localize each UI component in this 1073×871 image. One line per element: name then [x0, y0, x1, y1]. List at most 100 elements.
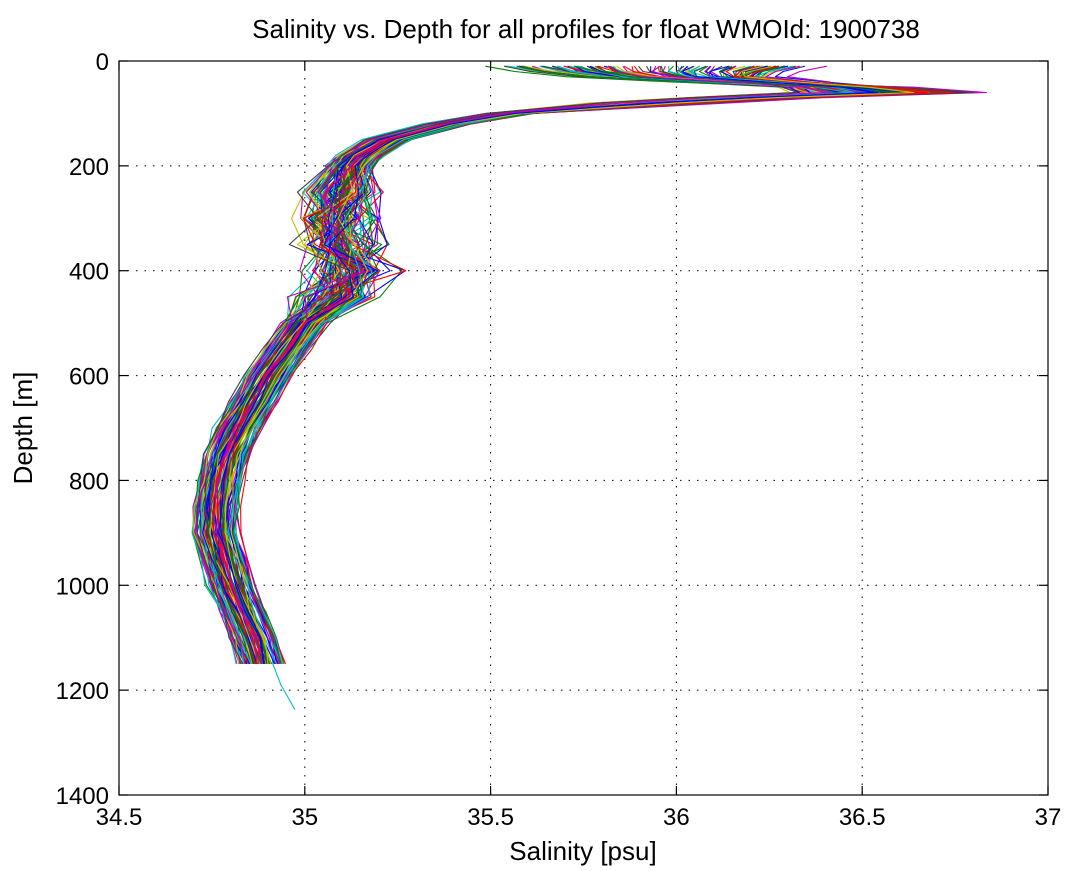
- profile-line: [220, 65, 820, 665]
- profile-line: [215, 65, 816, 665]
- profile-line: [231, 65, 840, 665]
- profile-line: [206, 65, 851, 665]
- profile-line: [212, 65, 889, 665]
- y-tick-label: 0: [96, 49, 109, 76]
- profile-line: [200, 65, 884, 664]
- profile-line: [212, 65, 906, 664]
- profile-line: [202, 65, 906, 665]
- profile-line: [213, 65, 811, 665]
- profile-line: [227, 65, 852, 665]
- profile-line: [216, 65, 951, 665]
- x-axis-tick-labels: 34.5 35 35.5 36 36.5 37: [96, 804, 1062, 831]
- profile-line: [233, 65, 859, 665]
- x-axis-label: Salinity [psu]: [509, 836, 656, 866]
- profile-line: [224, 65, 841, 665]
- profile-line: [230, 65, 826, 665]
- y-tick-label: 1400: [56, 783, 109, 810]
- profile-line: [216, 65, 871, 665]
- profile-line: [225, 65, 848, 665]
- profile-line: [233, 65, 907, 665]
- profile-line: [219, 65, 879, 664]
- profile-line: [210, 65, 826, 665]
- profile-line: [215, 65, 844, 665]
- profile-line: [207, 65, 860, 665]
- y-tick-label: 800: [69, 468, 109, 495]
- profile-line: [200, 65, 904, 665]
- profile-line: [204, 65, 843, 665]
- x-tick-label: 34.5: [96, 804, 143, 831]
- plot-frame: [118, 60, 1049, 796]
- profile-line: [232, 65, 888, 664]
- profile-line: [194, 65, 898, 664]
- y-axis-label: Depth [m]: [8, 372, 38, 485]
- profile-line: [229, 65, 920, 665]
- profile-line: [212, 65, 928, 664]
- profile-line: [210, 65, 938, 665]
- profile-line: [218, 65, 874, 664]
- profile-line: [234, 65, 860, 664]
- profile-line: [224, 65, 915, 664]
- profile-line: [219, 65, 932, 664]
- profile-line: [226, 65, 943, 665]
- x-tick-label: 35: [291, 804, 318, 831]
- profile-line: [223, 65, 861, 665]
- profile-line: [216, 65, 957, 665]
- profile-line: [209, 65, 969, 665]
- x-tick-label: 37: [1035, 804, 1062, 831]
- y-tick-label: 400: [69, 259, 109, 286]
- profile-line: [219, 65, 867, 664]
- profile-line: [220, 65, 913, 665]
- profile-line: [206, 65, 886, 665]
- grid-lines: [119, 61, 1048, 795]
- profile-line: [227, 65, 928, 664]
- profile-line: [200, 65, 913, 664]
- profile-line: [208, 65, 964, 665]
- profile-line: [205, 65, 922, 665]
- profile-line: [208, 65, 910, 665]
- profile-line: [221, 65, 867, 665]
- profile-line: [222, 65, 947, 665]
- profile-line: [221, 65, 944, 665]
- profile-line: [224, 66, 921, 665]
- profile-line: [221, 65, 896, 665]
- y-tick-label: 1200: [56, 678, 109, 705]
- profile-line: [222, 65, 864, 665]
- profile-line: [209, 65, 971, 664]
- profile-line: [219, 65, 875, 665]
- profile-line: [216, 65, 870, 665]
- profile-line: [233, 65, 890, 665]
- profile-line: [208, 65, 895, 665]
- profile-line: [196, 65, 799, 665]
- profile-line: [220, 66, 951, 665]
- y-tick-label: 600: [69, 364, 109, 391]
- profile-line: [231, 65, 852, 665]
- profile-line: [220, 65, 946, 665]
- profile-line: [217, 65, 873, 665]
- profile-line: [209, 65, 823, 665]
- profile-line: [203, 65, 918, 665]
- profile-line: [219, 66, 973, 665]
- x-tick-label: 36.5: [839, 804, 886, 831]
- y-axis-tick-labels: 0 200 400 600 800 1000 1200 1400: [56, 49, 109, 810]
- x-tick-label: 36: [663, 804, 690, 831]
- profile-line: [218, 65, 819, 665]
- profile-line: [230, 65, 845, 665]
- profile-line: [232, 65, 911, 665]
- profile-line: [224, 65, 896, 665]
- profile-line: [206, 65, 922, 665]
- profile-line: [218, 65, 881, 664]
- chart-title: Salinity vs. Depth for all profiles for …: [252, 14, 920, 44]
- profile-line: [211, 65, 871, 665]
- profile-line: [228, 65, 869, 710]
- profile-line: [211, 65, 904, 665]
- profile-line: [222, 65, 941, 665]
- profile-line: [227, 66, 873, 665]
- profile-line: [207, 65, 847, 665]
- profile-line: [220, 66, 960, 665]
- profile-line: [217, 65, 952, 664]
- profile-line: [225, 65, 889, 665]
- profile-line: [199, 65, 871, 665]
- profile-line: [228, 65, 840, 665]
- profile-lines: [191, 65, 988, 710]
